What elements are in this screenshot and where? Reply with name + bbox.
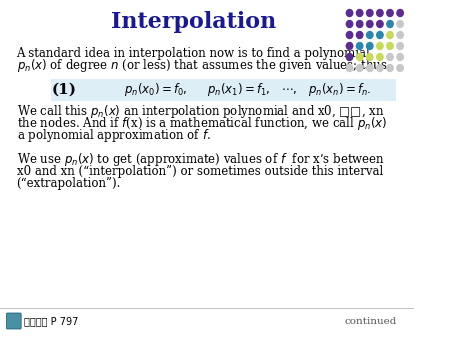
Text: $p_n(x_n) = f_n.$: $p_n(x_n) = f_n.$	[308, 81, 372, 98]
Text: the nodes. And if $f$(x) is a mathematical function, we call $p_n(x)$: the nodes. And if $f$(x) is a mathematic…	[17, 116, 387, 132]
Circle shape	[367, 31, 373, 39]
Circle shape	[377, 53, 383, 61]
Text: $\cdots,$: $\cdots,$	[280, 83, 297, 97]
Circle shape	[367, 21, 373, 27]
Circle shape	[397, 21, 403, 27]
Circle shape	[356, 53, 363, 61]
Circle shape	[367, 53, 373, 61]
Circle shape	[346, 31, 353, 39]
Text: continued: continued	[345, 316, 397, 325]
Circle shape	[377, 21, 383, 27]
Circle shape	[397, 31, 403, 39]
Text: $p_n(x_1) = f_1,$: $p_n(x_1) = f_1,$	[207, 81, 270, 98]
Circle shape	[346, 21, 353, 27]
Text: A standard idea in interpolation now is to find a polynomial: A standard idea in interpolation now is …	[17, 48, 370, 61]
Text: x0 and xn (“interpolation”) or sometimes outside this interval: x0 and xn (“interpolation”) or sometimes…	[17, 166, 383, 178]
Circle shape	[346, 65, 353, 72]
Circle shape	[377, 31, 383, 39]
Circle shape	[377, 65, 383, 72]
Circle shape	[356, 31, 363, 39]
Circle shape	[367, 43, 373, 49]
Circle shape	[387, 65, 393, 72]
FancyBboxPatch shape	[50, 79, 396, 101]
Text: We use $p_n(x)$ to get (approximate) values of $f$  for x’s between: We use $p_n(x)$ to get (approximate) val…	[17, 151, 384, 169]
Circle shape	[397, 65, 403, 72]
Circle shape	[367, 9, 373, 17]
Text: $p_n(x)$ of degree $n$ (or less) that assumes the given values; thus: $p_n(x)$ of degree $n$ (or less) that as…	[17, 57, 387, 74]
Circle shape	[397, 43, 403, 49]
Text: (“extrapolation”).: (“extrapolation”).	[17, 177, 121, 191]
Circle shape	[356, 9, 363, 17]
Text: Interpolation: Interpolation	[111, 11, 276, 33]
Text: We call this $p_n(x)$ an interpolation polynomial and x0, □□, xn: We call this $p_n(x)$ an interpolation p…	[17, 103, 384, 121]
Circle shape	[356, 65, 363, 72]
Circle shape	[356, 43, 363, 49]
FancyBboxPatch shape	[6, 313, 21, 329]
Circle shape	[346, 9, 353, 17]
Circle shape	[387, 9, 393, 17]
Circle shape	[346, 43, 353, 49]
Text: (1): (1)	[52, 83, 77, 97]
Circle shape	[377, 9, 383, 17]
Circle shape	[397, 53, 403, 61]
Circle shape	[346, 53, 353, 61]
Circle shape	[387, 21, 393, 27]
Circle shape	[387, 43, 393, 49]
Text: 歐亞書局 P 797: 歐亞書局 P 797	[24, 316, 78, 326]
Circle shape	[377, 43, 383, 49]
Text: $p_n(x_0) = f_0,$: $p_n(x_0) = f_0,$	[124, 81, 188, 98]
Circle shape	[387, 53, 393, 61]
Circle shape	[387, 31, 393, 39]
Circle shape	[367, 65, 373, 72]
Circle shape	[356, 21, 363, 27]
Text: a polynomial approximation of $f$.: a polynomial approximation of $f$.	[17, 127, 211, 145]
Circle shape	[397, 9, 403, 17]
